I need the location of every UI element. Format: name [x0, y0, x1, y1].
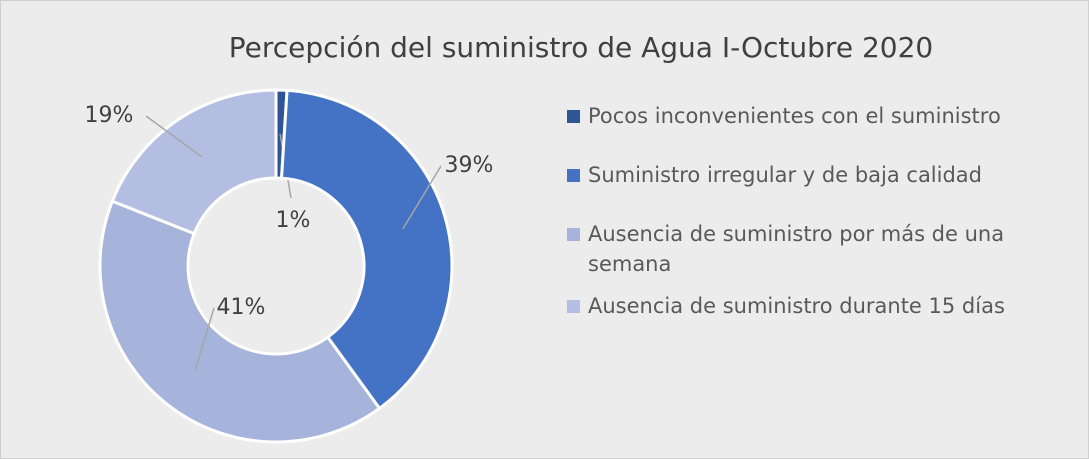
legend-swatch — [567, 300, 580, 313]
legend-swatch — [567, 110, 580, 123]
data-label: 39% — [445, 153, 494, 178]
legend-item: Ausencia de suministro durante 15 días — [567, 291, 1067, 321]
legend-item: Suministro irregular y de baja calidad — [567, 160, 1067, 190]
leader-line — [194, 307, 215, 371]
legend-swatch — [567, 169, 580, 182]
legend-label: Pocos inconvenientes con el suministro — [588, 104, 1001, 128]
data-label: 41% — [217, 295, 266, 320]
leader-line — [145, 115, 203, 158]
data-label: 1% — [276, 208, 311, 233]
legend: Pocos inconvenientes con el suministro Su… — [567, 101, 1067, 350]
leader-line — [402, 165, 442, 230]
chart-title: Percepción del suministro de Agua I-Octu… — [229, 31, 933, 64]
legend-label: Ausencia de suministro por más de una se… — [588, 222, 1005, 276]
donut-slice — [98, 199, 382, 444]
donut-slice — [279, 88, 454, 411]
legend-label: Suministro irregular y de baja calidad — [588, 163, 983, 187]
data-label: 19% — [85, 103, 134, 128]
legend-label: Ausencia de suministro durante 15 días — [588, 294, 1005, 318]
legend-item: Pocos inconvenientes con el suministro — [567, 101, 1067, 131]
donut-slice — [110, 88, 278, 236]
legend-swatch — [567, 228, 580, 241]
legend-item: Ausencia de suministro por más de una se… — [567, 219, 1067, 279]
